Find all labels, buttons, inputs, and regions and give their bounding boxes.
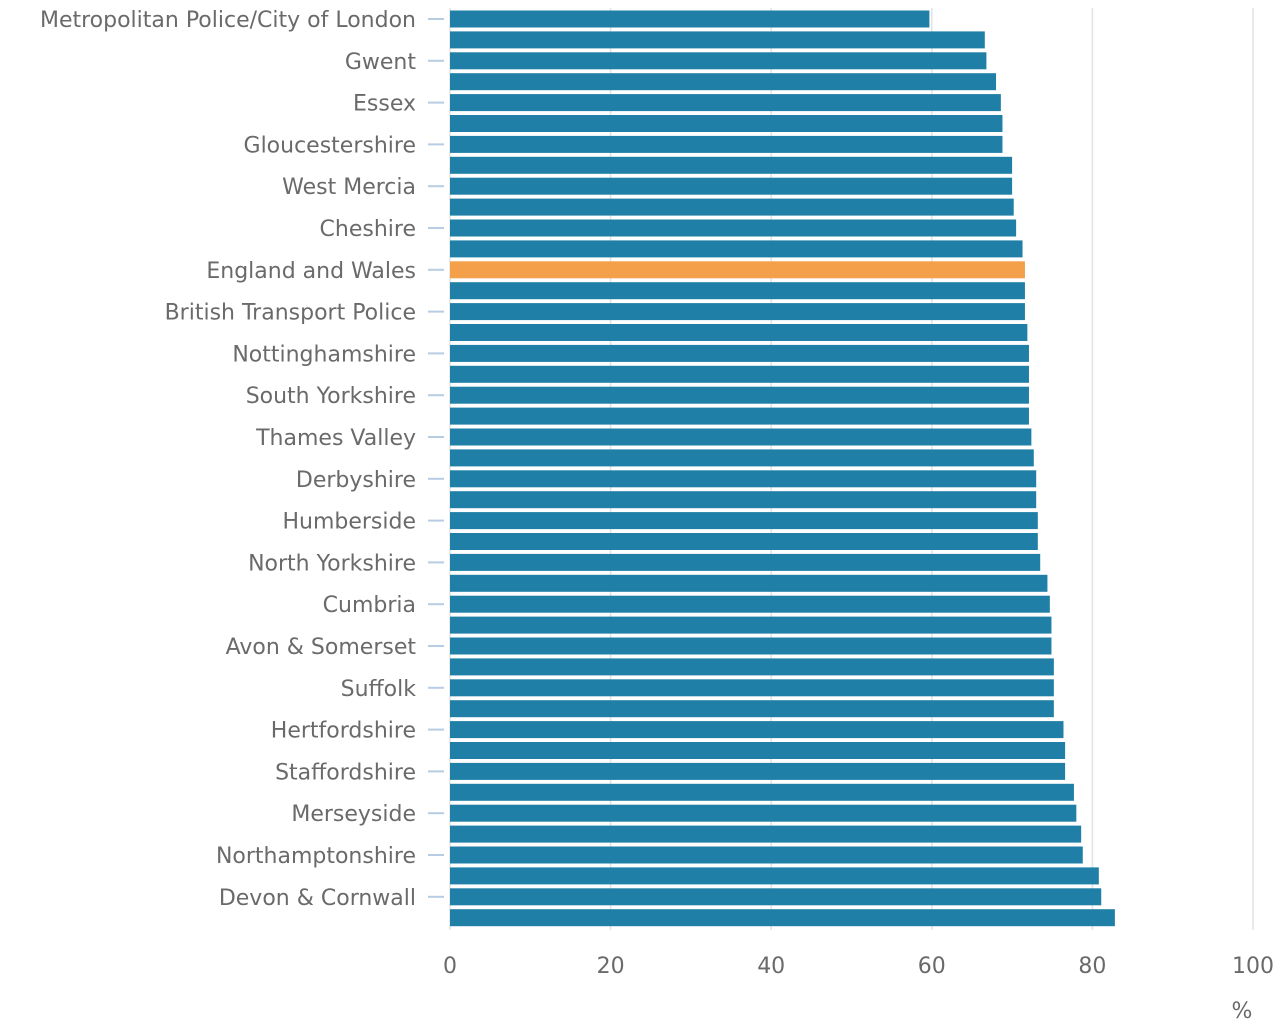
bar [450,407,1029,425]
x-tick-label: 80 [1078,954,1106,979]
category-label: Avon & Somerset [226,635,417,660]
bar [450,533,1038,550]
category-label: Thames Valley [255,426,416,451]
category-label: Essex [353,92,416,117]
category-label: South Yorkshire [246,384,416,409]
bars [450,10,1115,927]
bar [450,386,1029,404]
bar-highlight [450,261,1025,279]
bar [450,658,1054,676]
bar [450,219,1017,237]
bar [450,700,1054,718]
bar [450,449,1034,467]
bar [450,637,1052,655]
category-label: Northamptonshire [216,844,416,869]
bar [450,783,1074,801]
bar [450,742,1066,759]
bar [450,867,1099,885]
bar [450,52,987,70]
x-tick-label: 40 [757,954,785,979]
bar [450,595,1050,613]
bar [450,470,1037,488]
x-tick-label: 20 [597,954,625,979]
bar [450,721,1064,739]
bar [450,491,1037,509]
bar [450,115,1003,132]
bar [450,198,1014,216]
category-labels: Metropolitan Police/City of London Gwent E… [40,8,416,911]
bar [450,512,1038,530]
x-axis-unit-label: % [1232,999,1253,1022]
category-label: Gwent [345,50,417,75]
category-label: Metropolitan Police/City of London [40,8,416,33]
category-label: Suffolk [341,677,417,702]
bar [450,10,930,28]
bar [450,553,1041,571]
category-label: England and Wales [206,259,416,284]
category-label: Humberside [282,510,416,535]
category-label: Staffordshire [275,760,416,785]
x-tick-label: 60 [918,954,946,979]
category-label: Derbyshire [296,468,416,493]
category-label: West Mercia [282,175,416,200]
bar [450,574,1048,592]
bar [450,73,997,91]
category-label: Hertfordshire [271,719,416,744]
bar [450,324,1028,341]
bar [450,825,1082,843]
bar [450,428,1032,446]
category-label: Cumbria [323,593,416,618]
bar [450,240,1023,258]
bar [450,303,1025,321]
bar [450,888,1102,906]
bar [450,762,1066,780]
category-label: Devon & Cornwall [219,886,416,911]
bar [450,804,1077,822]
bar [450,909,1115,927]
category-label: Nottinghamshire [232,342,416,367]
bar [450,365,1029,383]
category-label: Merseyside [291,802,416,827]
category-label: North Yorkshire [248,551,416,576]
bar [450,846,1083,864]
x-tick-label: 0 [443,954,457,979]
x-tick-labels: 0 20 40 60 80 100 [443,954,1274,979]
bar [450,282,1025,300]
bar [450,344,1029,362]
x-tick-label: 100 [1232,954,1274,979]
bar [450,177,1013,195]
bar [450,94,1001,112]
bar [450,156,1013,174]
category-label: Cheshire [320,217,416,242]
bar [450,616,1052,634]
category-label: Gloucestershire [244,133,416,158]
category-label: British Transport Police [165,301,416,326]
bar [450,135,1003,153]
bar [450,31,985,49]
bar [450,679,1054,697]
y-ticks [428,18,444,898]
